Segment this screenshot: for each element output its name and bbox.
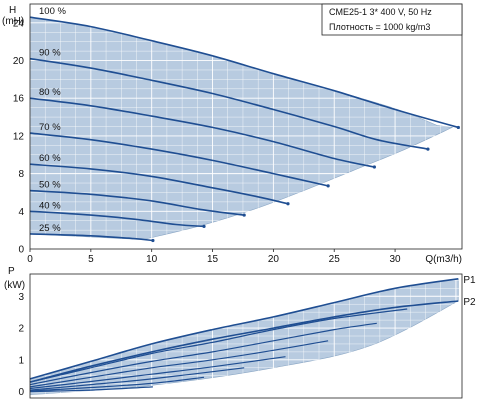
legend-frame bbox=[321, 3, 463, 36]
speed-label: 40 % bbox=[39, 200, 61, 211]
x-tick-label: 30 bbox=[390, 254, 402, 265]
head-x-tick-labels: 0 5 10 15 20 25 30 bbox=[27, 249, 401, 265]
x-tick-label: 5 bbox=[88, 254, 94, 265]
power-speed-curve bbox=[29, 340, 329, 388]
power-y-tick-labels: 0 1 2 3 bbox=[18, 292, 24, 398]
legend-model-line: CME25-1 3* 400 V, 50 Hz bbox=[329, 7, 432, 17]
legend-density-line: Плотность = 1000 kg/m3 bbox=[329, 22, 430, 32]
power-series-labels: P1 P2 bbox=[463, 275, 476, 308]
y-tick-label: 2 bbox=[18, 324, 24, 335]
speed-label: 70 % bbox=[39, 122, 61, 133]
curve-end-marker bbox=[456, 125, 460, 130]
curve-end-marker bbox=[286, 202, 290, 206]
speed-label: 25 % bbox=[39, 223, 61, 234]
speed-label: 80 % bbox=[39, 87, 61, 98]
x-tick-label: 25 bbox=[329, 254, 341, 265]
head-y-axis-symbol: H bbox=[9, 5, 16, 16]
power-y-axis-unit: (kW) bbox=[4, 280, 25, 291]
curve-end-marker bbox=[372, 165, 376, 169]
power-curves bbox=[29, 278, 459, 393]
y-tick-label: 3 bbox=[18, 292, 24, 303]
curve-end-marker bbox=[426, 147, 430, 151]
power-series-label: P1 bbox=[463, 275, 476, 286]
y-tick-label: 0 bbox=[18, 387, 24, 398]
y-tick-label: 12 bbox=[13, 131, 25, 142]
speed-label: 90 % bbox=[39, 48, 61, 59]
power-y-axis-symbol: P bbox=[8, 266, 15, 277]
head-chart: 100 % 90 % 80 % 70 % 60 % 50 % 40 % 25 % 0 5 10 15… bbox=[2, 3, 463, 265]
x-tick-label: 10 bbox=[146, 254, 158, 265]
curve-end-marker bbox=[242, 213, 246, 217]
x-tick-label: 15 bbox=[207, 254, 219, 265]
speed-label: 60 % bbox=[39, 153, 61, 164]
power-plot-frame bbox=[29, 273, 463, 399]
head-curve-40pct bbox=[29, 210, 205, 228]
curve-end-marker bbox=[326, 184, 330, 188]
curve-end-marker bbox=[202, 224, 206, 228]
power-series-label: P2 bbox=[463, 297, 476, 308]
power-speed-curve bbox=[29, 322, 377, 386]
head-curve-70pct bbox=[29, 132, 329, 187]
power-speed-curve bbox=[29, 376, 205, 392]
head-curve-100pct bbox=[29, 16, 459, 129]
speed-label: 100 % bbox=[39, 6, 66, 17]
y-tick-label: 0 bbox=[18, 245, 24, 256]
head-curve-50pct bbox=[29, 189, 245, 216]
power-speed-curve bbox=[29, 386, 153, 393]
y-tick-label: 4 bbox=[18, 207, 24, 218]
head-curves: 100 % 90 % 80 % 70 % 60 % 50 % 40 % 25 % bbox=[29, 6, 460, 243]
power-chart: 0 1 2 3 P (kW) P1 P2 bbox=[4, 266, 476, 399]
head-y-axis-unit: (mH) bbox=[2, 16, 24, 27]
head-curve-25pct bbox=[29, 233, 153, 242]
power-speed-curve bbox=[29, 308, 408, 383]
speed-label: 50 % bbox=[39, 180, 61, 191]
head-curve-80pct bbox=[29, 97, 375, 168]
power-speed-curve bbox=[29, 356, 286, 390]
y-tick-label: 20 bbox=[13, 56, 25, 67]
head-legend-box: CME25-1 3* 400 V, 50 Hz Плотность = 1000… bbox=[321, 3, 463, 36]
curve-end-marker bbox=[151, 238, 155, 243]
x-tick-label: 20 bbox=[268, 254, 280, 265]
y-tick-label: 16 bbox=[13, 94, 25, 105]
head-curve-60pct bbox=[29, 163, 289, 205]
power-speed-curve bbox=[29, 367, 245, 391]
y-tick-label: 1 bbox=[18, 355, 24, 366]
y-tick-label: 24 bbox=[13, 18, 25, 29]
head-plot-frame bbox=[29, 3, 463, 250]
head-x-axis-label: Q(m3/h) bbox=[425, 254, 462, 265]
x-tick-label: 0 bbox=[27, 254, 33, 265]
y-tick-label: 8 bbox=[18, 169, 24, 180]
power-curve-p1 bbox=[29, 278, 459, 380]
power-curve-p2 bbox=[29, 300, 459, 383]
head-curve-90pct bbox=[29, 57, 429, 150]
head-y-tick-labels: 0 4 8 12 16 20 24 bbox=[13, 18, 25, 255]
